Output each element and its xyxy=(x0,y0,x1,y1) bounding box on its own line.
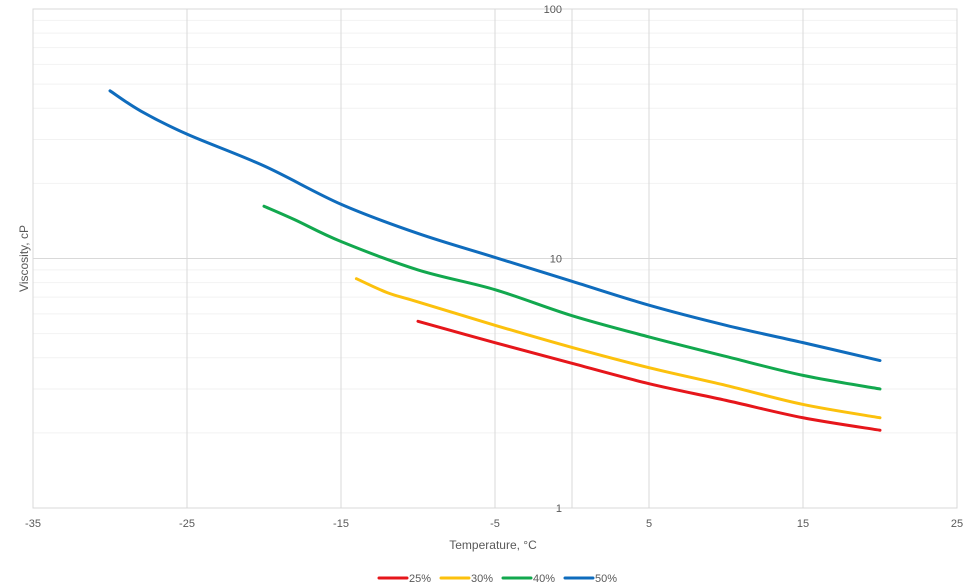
legend-label: 30% xyxy=(471,573,493,585)
y-tick-label: 1 xyxy=(556,503,562,515)
legend: 25% 30% 40% 50% xyxy=(377,573,617,585)
y-axis-title: Viscosity, cP xyxy=(17,225,31,292)
x-tick-label: -35 xyxy=(25,518,41,530)
legend-item: 40% xyxy=(501,573,555,585)
series-line-40pct xyxy=(262,204,882,391)
x-tick-label: -25 xyxy=(179,518,195,530)
legend-item: 30% xyxy=(439,573,493,585)
series-line-50pct xyxy=(108,89,882,363)
legend-label: 50% xyxy=(595,573,617,585)
x-tick-labels: -35 -25 -15 -5 5 15 25 xyxy=(25,518,963,530)
legend-label: 25% xyxy=(409,573,431,585)
x-tick-label: 25 xyxy=(951,518,963,530)
x-axis-title: Temperature, °C xyxy=(449,538,537,552)
y-tick-labels: 1 10 100 xyxy=(544,4,562,515)
series-layer xyxy=(108,89,882,432)
x-tick-label: 5 xyxy=(646,518,652,530)
legend-item: 25% xyxy=(377,573,431,585)
x-tick-label: -15 xyxy=(333,518,349,530)
legend-item: 50% xyxy=(563,573,617,585)
y-tick-label: 100 xyxy=(544,4,562,16)
y-tick-label: 10 xyxy=(550,254,562,266)
series-line-25pct xyxy=(416,319,882,432)
x-tick-label: -5 xyxy=(490,518,500,530)
legend-label: 40% xyxy=(533,573,555,585)
plot-area-border xyxy=(32,8,958,509)
series-line-30pct xyxy=(354,277,882,420)
x-tick-label: 15 xyxy=(797,518,809,530)
